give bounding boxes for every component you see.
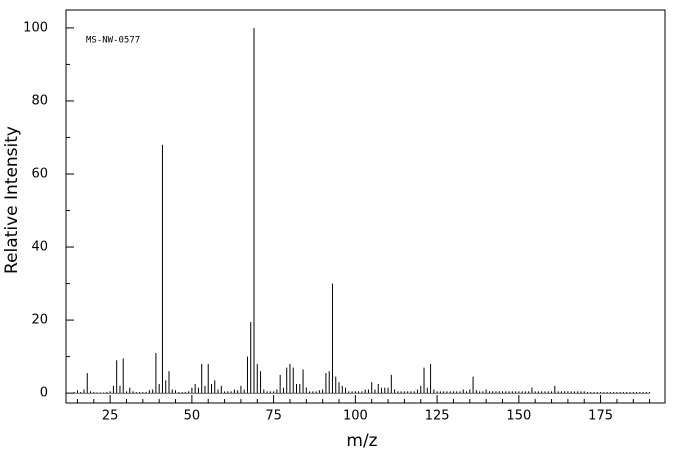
x-tick-label: 125 [425, 409, 450, 424]
x-axis-label: m/z [346, 431, 377, 451]
x-tick-label: 100 [343, 409, 368, 424]
x-tick-label: 75 [265, 409, 282, 424]
y-tick-label: 100 [23, 20, 48, 35]
x-tick-label: 175 [588, 409, 613, 424]
plot-frame [65, 9, 666, 404]
x-tick-label: 50 [184, 409, 201, 424]
y-tick-label: 40 [31, 240, 48, 255]
y-tick-label: 20 [31, 313, 48, 328]
y-tick-label: 60 [31, 166, 48, 181]
annotation: MS-NW-0577 [86, 36, 140, 46]
x-tick-label: 150 [506, 409, 531, 424]
y-tick-label: 0 [40, 386, 48, 401]
x-tick-label: 25 [102, 409, 119, 424]
y-tick-label: 80 [31, 93, 48, 108]
y-axis-label: Relative Intensity [2, 126, 22, 274]
